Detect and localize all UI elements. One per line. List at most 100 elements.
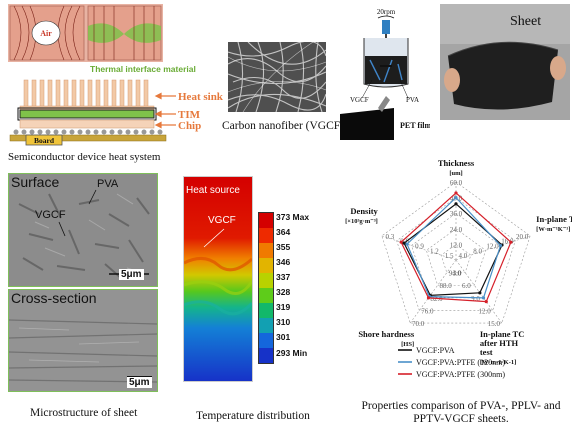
radar-tick-label: 0.9	[415, 243, 424, 251]
colorbar-label: 346	[276, 257, 291, 267]
heat-system-diagram: Board Heat sink TIM Chip	[8, 76, 278, 154]
surface-sem-image: Surface PVA VGCF 5μm	[8, 173, 158, 287]
legend-label: VGCF:PVA	[416, 346, 455, 355]
cross-section-texture	[9, 290, 157, 391]
tim-label: TIM	[178, 109, 201, 121]
radar-data-point	[454, 196, 458, 200]
legend-label: VGCF:PVA:PTFE (300nm)	[416, 370, 505, 379]
radar-data-point	[481, 296, 486, 300]
radar-grid-ring	[411, 212, 501, 299]
rpm-label: 20rpm	[377, 8, 396, 16]
radar-tick-label: 88.0	[440, 282, 453, 290]
vgcf-sem-label: VGCF	[35, 209, 66, 221]
radar-tick-label: 6.0	[462, 282, 471, 290]
radar-data-point	[405, 242, 409, 246]
radar-tick-label: 3.0	[453, 270, 462, 278]
vgcf-temp-label: VGCF	[208, 215, 236, 226]
sheet-photo-art	[440, 4, 570, 120]
radar-tick-label: 36.0	[450, 210, 463, 218]
scale-bar-bottom: 5μm	[127, 376, 152, 388]
radar-grid-ring	[425, 228, 487, 286]
radar-caption: Properties comparison of PVA-, PPLV- and…	[361, 400, 561, 425]
temperature-caption: Temperature distribution	[196, 410, 310, 422]
coating-schematic: 20rpm VGCF PVA PET film	[340, 8, 432, 140]
microstructure-caption: Microstructure of sheet	[30, 407, 138, 419]
colorbar-swatch	[259, 333, 273, 348]
colorbar-label: 319	[276, 302, 291, 312]
radar-tick-label: 1.5	[445, 252, 454, 260]
colorbar-swatch	[259, 303, 273, 318]
colorbar-swatch	[259, 213, 273, 228]
chip-label: Chip	[178, 120, 201, 132]
radar-axis-unit: [um]	[449, 170, 462, 177]
radar-axis-unit: [W·m⁻¹K⁻¹]	[536, 226, 570, 233]
air-label: Air	[40, 29, 52, 38]
radar-tick-label: 12.0	[486, 243, 499, 251]
radar-grid-ring	[396, 197, 516, 311]
coating-process-diagram: 20rpm VGCF PVA PET film	[340, 4, 432, 144]
carbon-nanofiber-image	[228, 42, 326, 112]
temperature-simulation: Heat source VGCF	[183, 176, 253, 382]
pva-coating-label: PVA	[406, 96, 419, 104]
colorbar-swatch	[259, 318, 273, 333]
board-label: Board	[34, 136, 55, 145]
colorbar-label: 364	[276, 227, 291, 237]
radar-data-point	[399, 240, 403, 244]
colorbar-swatches	[258, 212, 274, 364]
radar-axis-line	[409, 259, 457, 324]
radar-axis-name: Shore hardness	[358, 329, 415, 339]
radar-chart: 12.024.036.048.060.04.08.012.016.020.03.…	[340, 158, 575, 394]
radar-axis-name: after HTH	[480, 338, 519, 348]
colorbar-swatch	[259, 273, 273, 288]
radar-tick-label: 0.6	[400, 238, 409, 246]
radar-axis-name: In-plane TC	[480, 329, 524, 339]
colorbar-swatch	[259, 243, 273, 258]
radar-axis-line	[455, 235, 531, 261]
pet-film-label: PET film	[400, 121, 430, 130]
radar-series-polygon	[406, 196, 502, 299]
colorbar-label: 301	[276, 332, 291, 342]
temperature-field	[184, 177, 252, 381]
radar-axis-line	[381, 235, 457, 261]
radar-grid-ring	[381, 181, 531, 324]
interface-illustration: Air	[8, 4, 163, 62]
radar-tick-label: 16.0	[501, 238, 514, 246]
radar-tick-label: 15.0	[488, 320, 501, 328]
surface-sem-texture	[9, 174, 157, 286]
radar-tick-label: 70.0	[412, 320, 425, 328]
radar-data-point	[498, 243, 503, 248]
nanofiber-texture	[228, 42, 326, 112]
colorbar-label: 337	[276, 272, 291, 282]
vgcf-coating-label: VGCF	[350, 96, 369, 104]
radar-axis-line	[455, 259, 503, 324]
radar-axis-unit: [W·m-1·K-1]	[480, 359, 516, 366]
heat-sink-label: Heat sink	[178, 91, 224, 103]
radar-tick-label: 4.0	[458, 252, 467, 260]
radar-tick-label: 94.0	[449, 270, 462, 278]
radar-axis-name: In-plane TC	[536, 214, 572, 224]
radar-axis-name: Density	[350, 206, 378, 216]
tim-caption: Thermal interface material	[90, 64, 196, 74]
carbon-nanofiber-caption: Carbon nanofiber (VGCF)	[222, 120, 345, 132]
radar-axis-unit: [×10³g·m⁻³]	[345, 218, 378, 225]
radar-axis-name: test	[480, 347, 493, 357]
radar-tick-label: 0.3	[385, 233, 394, 241]
pva-sem-label: PVA	[97, 178, 119, 190]
radar-grid-ring	[440, 244, 472, 273]
colorbar-label: 328	[276, 287, 291, 297]
radar-axis-unit: [HS]	[401, 341, 414, 348]
scale-bar-top: 5μm	[119, 269, 144, 280]
radar-tick-label: 1.2	[430, 247, 439, 255]
radar-tick-label: 9.0	[471, 295, 480, 303]
radar-tick-label: 24.0	[450, 226, 463, 234]
colorbar-swatch	[259, 228, 273, 243]
radar-axis-name: Thickness	[438, 158, 475, 168]
radar-series-polygon	[400, 192, 512, 303]
radar-chart-svg: 12.024.036.048.060.04.08.012.016.020.03.…	[345, 158, 575, 379]
surface-label: Surface	[11, 174, 60, 190]
colorbar-swatch	[259, 348, 273, 363]
radar-data-point	[454, 191, 458, 195]
radar-data-point	[478, 291, 482, 295]
colorbar-label: 293 Min	[276, 348, 308, 358]
legend-label: VGCF:PVA:PTFE (120nm)	[416, 358, 505, 367]
